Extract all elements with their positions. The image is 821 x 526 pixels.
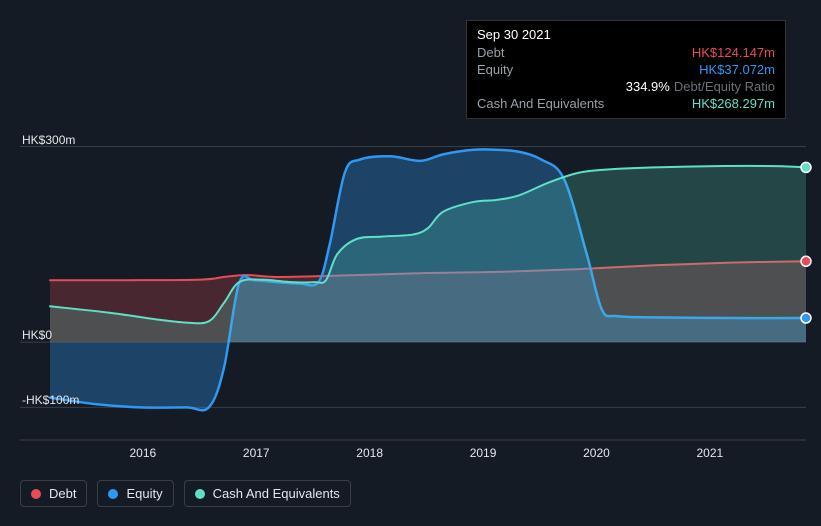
tooltip-ratio-row: 334.9% Debt/Equity Ratio — [477, 78, 775, 95]
tooltip-date: Sep 30 2021 — [477, 27, 775, 44]
tooltip-row-value: HK$124.147m — [692, 45, 775, 60]
ratio-label: Debt/Equity Ratio — [674, 79, 775, 94]
legend-item[interactable]: Cash And Equivalents — [184, 480, 351, 507]
chart-legend: Debt Equity Cash And Equivalents — [20, 480, 351, 507]
chart-container: Sep 30 2021 Debt HK$124.147m Equity HK$37.0… — [0, 0, 821, 526]
x-axis-tick-label: 2018 — [356, 446, 383, 460]
x-axis-tick-label: 2019 — [470, 446, 497, 460]
x-axis-tick-label: 2020 — [583, 446, 610, 460]
y-axis-tick-label: HK$0 — [22, 328, 52, 342]
tooltip-cash-row: Cash And Equivalents HK$268.297m — [477, 95, 775, 112]
y-axis-tick-label: HK$300m — [22, 133, 75, 147]
legend-swatch-icon — [108, 489, 118, 499]
tooltip-row-value: HK$37.072m — [699, 62, 775, 77]
tooltip-row-label: Equity — [477, 62, 513, 77]
legend-swatch-icon — [31, 489, 41, 499]
tooltip-cash-label: Cash And Equivalents — [477, 96, 604, 111]
tooltip-ratio-value: 334.9% Debt/Equity Ratio — [626, 79, 775, 94]
tooltip-row: Equity HK$37.072m — [477, 61, 775, 78]
x-axis-tick-label: 2016 — [130, 446, 157, 460]
legend-label: Equity — [126, 486, 162, 501]
ratio-pct: 334.9% — [626, 79, 670, 94]
tooltip-cash-value: HK$268.297m — [692, 96, 775, 111]
legend-item[interactable]: Debt — [20, 480, 87, 507]
legend-item[interactable]: Equity — [97, 480, 173, 507]
chart-tooltip: Sep 30 2021 Debt HK$124.147m Equity HK$37.0… — [466, 20, 786, 119]
tooltip-row-label: Debt — [477, 45, 504, 60]
x-axis-tick-label: 2021 — [697, 446, 724, 460]
x-axis-tick-label: 2017 — [243, 446, 270, 460]
legend-label: Debt — [49, 486, 76, 501]
tooltip-row: Debt HK$124.147m — [477, 44, 775, 61]
legend-label: Cash And Equivalents — [213, 486, 340, 501]
legend-swatch-icon — [195, 489, 205, 499]
tooltip-rows: Debt HK$124.147m Equity HK$37.072m — [477, 44, 775, 78]
y-axis-tick-label: -HK$100m — [22, 393, 79, 407]
